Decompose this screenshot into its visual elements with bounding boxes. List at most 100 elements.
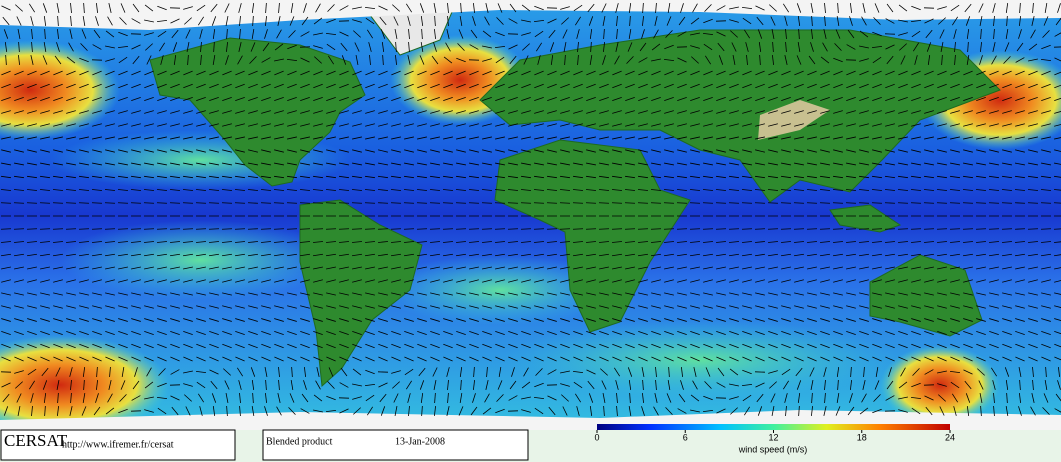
wind-arrow: [820, 318, 830, 322]
wind-arrow: [196, 279, 206, 283]
wind-arrow: [40, 136, 50, 140]
wind-arrow: [222, 292, 232, 296]
wind-arrow: [378, 305, 388, 309]
wind-arrow: [820, 305, 830, 309]
wind-arrow: [417, 305, 427, 309]
wind-arrow: [612, 110, 622, 114]
wind-arrow: [417, 356, 427, 362]
wind-arrow: [599, 162, 609, 166]
wind-arrow: [14, 305, 24, 309]
wind-arrow: [871, 45, 883, 49]
wind-arrow: [573, 162, 583, 166]
wind-arrow: [417, 97, 427, 101]
wind-arrow: [417, 331, 427, 335]
wind-arrow: [92, 356, 102, 362]
wind-arrow: [833, 149, 843, 153]
wind-arrow: [131, 97, 141, 101]
wind-arrow: [872, 292, 882, 296]
wind-arrow: [145, 43, 153, 51]
wind-arrow: [328, 367, 334, 377]
wind-arrow: [979, 55, 983, 65]
wind-arrow: [846, 70, 856, 76]
wind-arrow: [495, 123, 505, 127]
wind-arrow: [625, 97, 635, 101]
wind-arrow: [755, 343, 765, 349]
wind-arrow: [638, 136, 648, 140]
wind-arrow: [963, 123, 973, 127]
wind-arrow: [639, 42, 647, 52]
wind-arrow: [144, 162, 154, 166]
wind-arrow: [157, 97, 167, 101]
wind-arrow: [27, 70, 37, 76]
wind-arrow: [235, 343, 245, 349]
wind-arrow: [975, 189, 987, 191]
wind-arrow: [534, 136, 544, 140]
wind-arrow: [611, 189, 623, 191]
wind-arrow: [225, 16, 229, 26]
wind-arrow: [874, 3, 880, 13]
wind-arrow: [793, 175, 805, 179]
wind-arrow: [846, 331, 856, 335]
wind-arrow: [313, 110, 323, 114]
wind-arrow: [313, 162, 323, 166]
wind-arrow: [668, 366, 670, 378]
wind-arrow: [443, 279, 453, 283]
wind-arrow: [91, 175, 103, 179]
wind-arrow: [949, 228, 961, 230]
wind-arrow: [391, 292, 401, 296]
wind-arrow: [352, 149, 362, 153]
wind-arrow: [403, 175, 415, 179]
wind-arrow: [560, 305, 570, 309]
wind-arrow: [26, 253, 38, 257]
wind-arrow: [976, 356, 986, 362]
wind-arrow: [796, 380, 802, 390]
wind-arrow: [846, 110, 856, 114]
wind-arrow: [235, 292, 245, 296]
wind-arrow: [690, 162, 700, 166]
wind-arrow: [768, 370, 778, 374]
wind-arrow: [235, 149, 245, 153]
wind-arrow: [53, 97, 63, 101]
wind-arrow: [404, 136, 414, 140]
wind-arrow: [924, 331, 934, 335]
wind-arrow: [66, 343, 76, 349]
wind-arrow: [157, 5, 167, 11]
wind-arrow: [885, 136, 895, 140]
wind-arrow: [1, 83, 11, 89]
wind-arrow: [274, 343, 284, 349]
wind-arrow: [755, 97, 765, 101]
wind-arrow: [273, 253, 285, 257]
wind-arrow: [30, 393, 34, 403]
wind-arrow: [421, 405, 423, 417]
wind-arrow: [781, 356, 791, 362]
wind-arrow: [14, 343, 24, 349]
wind-arrow: [92, 70, 102, 76]
wind-arrow: [13, 241, 25, 243]
wind-arrow: [365, 123, 375, 127]
wind-arrow: [313, 32, 323, 36]
wind-arrow: [144, 149, 154, 153]
wind-arrow: [1028, 110, 1038, 114]
wind-arrow: [131, 356, 141, 362]
wind-arrow: [378, 292, 388, 296]
wind-arrow: [742, 369, 752, 375]
wind-arrow: [535, 42, 543, 52]
wind-arrow: [859, 70, 869, 76]
wind-arrow: [603, 405, 605, 417]
wind-arrow: [238, 380, 242, 390]
wind-arrow: [993, 28, 995, 40]
wind-arrow: [456, 136, 466, 140]
wind-arrow: [979, 16, 983, 26]
wind-arrow: [171, 406, 179, 416]
wind-arrow: [183, 383, 193, 387]
wind-arrow: [677, 266, 687, 270]
wind-arrow: [2, 16, 10, 26]
wind-arrow: [508, 18, 518, 24]
wind-arrow: [964, 380, 972, 390]
wind-arrow: [105, 318, 115, 322]
wind-arrow: [144, 136, 154, 140]
wind-arrow: [156, 228, 168, 230]
wind-arrow: [1, 356, 11, 362]
wind-arrow: [156, 19, 168, 23]
wind-arrow: [377, 189, 389, 191]
